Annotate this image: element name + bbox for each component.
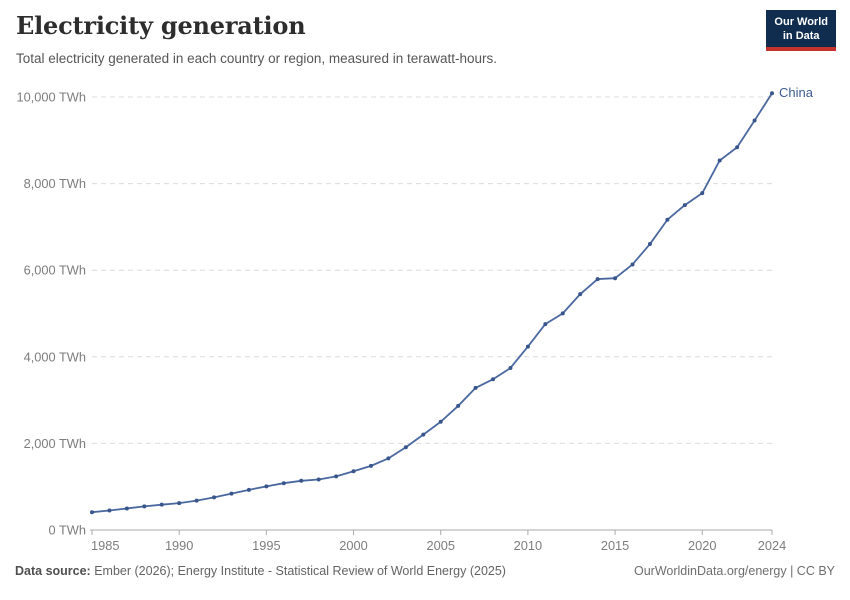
- x-axis-tick-label: 1990: [165, 538, 193, 553]
- data-point-marker: [403, 445, 408, 450]
- x-axis: 1985 1990 1995 2000 2005 2010 2015 2020 2024: [90, 529, 786, 553]
- data-point-marker: [595, 277, 600, 282]
- data-point-marker: [351, 469, 356, 474]
- y-axis-tick-label: 2,000 TWh: [24, 436, 86, 451]
- data-point-marker: [386, 456, 391, 461]
- data-point-marker: [281, 481, 286, 486]
- data-point-marker: [421, 432, 426, 437]
- data-point-marker: [491, 377, 496, 382]
- data-point-marker: [299, 478, 304, 483]
- data-point-marker: [107, 508, 112, 513]
- data-point-marker: [316, 477, 321, 482]
- x-axis-tick-label: 1985: [91, 538, 119, 553]
- x-axis-tick-label: 2005: [426, 538, 454, 553]
- data-point-marker: [647, 242, 652, 247]
- page-title: Electricity generation: [16, 11, 306, 40]
- data-point-marker: [264, 484, 269, 489]
- y-axis-tick-label: 8,000 TWh: [24, 176, 86, 191]
- series-line: [91, 92, 773, 514]
- data-source-text: Ember (2026); Energy Institute - Statist…: [90, 564, 506, 578]
- data-point-marker: [630, 262, 635, 267]
- data-point-marker: [682, 203, 687, 208]
- data-point-marker: [246, 487, 251, 492]
- owid-logo-line2: in Data: [782, 29, 820, 42]
- data-point-marker: [700, 191, 705, 196]
- data-point-marker: [770, 91, 774, 96]
- data-point-marker: [613, 276, 618, 281]
- data-source: Data source: Ember (2026); Energy Instit…: [15, 564, 506, 578]
- series-end-label: China: [779, 85, 814, 100]
- data-point-marker: [368, 463, 373, 468]
- data-point-marker: [752, 118, 757, 123]
- data-point-marker: [334, 474, 339, 479]
- data-source-label: Data source:: [15, 564, 91, 578]
- x-axis-tick-label: 2024: [758, 538, 786, 553]
- data-point-marker: [229, 491, 234, 496]
- data-point-marker: [508, 365, 513, 370]
- series-china: China: [90, 85, 814, 515]
- page-subtitle: Total electricity generated in each coun…: [16, 51, 497, 66]
- data-point-marker: [90, 510, 94, 515]
- data-point-marker: [560, 311, 565, 316]
- x-axis-tick-label: 2015: [601, 538, 629, 553]
- data-point-marker: [543, 322, 548, 327]
- x-axis-tick-label: 2010: [514, 538, 542, 553]
- x-axis-tick-label: 2000: [339, 538, 367, 553]
- x-axis-tick-label: 1995: [252, 538, 280, 553]
- data-point-marker: [735, 145, 740, 150]
- y-axis-tick-label: 0 TWh: [49, 523, 86, 538]
- gridlines-and-y-labels: 0 TWh 2,000 TWh 4,000 TWh 6,000 TWh 8,000 TW…: [17, 90, 772, 538]
- data-point-marker: [456, 403, 461, 408]
- owid-logo-line1: Our World: [774, 16, 828, 28]
- data-point-marker: [473, 385, 478, 390]
- y-axis-tick-label: 6,000 TWh: [24, 263, 86, 278]
- y-axis-tick-label: 10,000 TWh: [17, 90, 86, 105]
- data-point-marker: [438, 419, 443, 424]
- data-point-marker: [177, 501, 182, 506]
- data-point-marker: [578, 292, 583, 297]
- data-point-marker: [665, 217, 670, 222]
- data-point-marker: [124, 506, 129, 511]
- data-point-marker: [159, 502, 164, 507]
- chart-footer: Data source: Ember (2026); Energy Instit…: [0, 564, 850, 578]
- x-axis-tick-label: 2020: [688, 538, 716, 553]
- owid-logo[interactable]: Our World in Data: [766, 10, 836, 51]
- data-point-marker: [194, 498, 199, 503]
- data-point-marker: [717, 158, 722, 163]
- data-point-marker: [142, 504, 147, 509]
- y-axis-tick-label: 4,000 TWh: [24, 349, 86, 364]
- attribution-link[interactable]: OurWorldinData.org/energy | CC BY: [633, 564, 835, 578]
- data-point-marker: [212, 495, 217, 500]
- data-point-marker: [525, 344, 530, 349]
